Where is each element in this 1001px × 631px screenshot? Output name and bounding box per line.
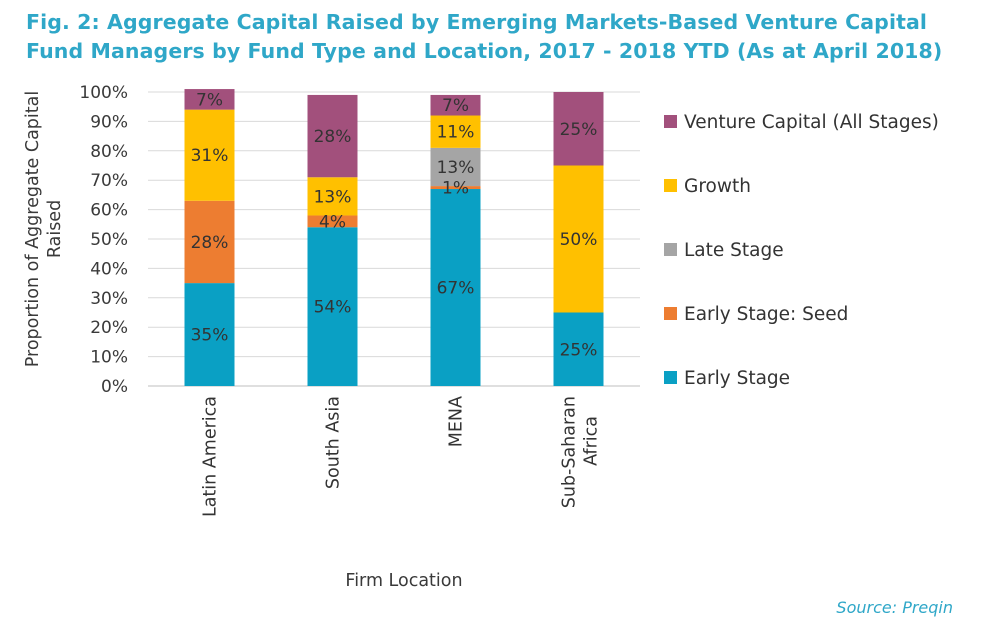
bar-segment (184, 283, 235, 386)
x-tick-label: Latin America (201, 396, 221, 517)
data-label: 25% (560, 340, 598, 360)
x-tick-label-text: South Asia (324, 396, 344, 489)
legend-item: Growth (664, 176, 751, 197)
legend-swatch (664, 115, 677, 128)
legend-item: Early Stage: Seed (664, 304, 848, 325)
bar-segment (184, 200, 235, 284)
bar-segment (430, 94, 481, 116)
data-label: 28% (314, 127, 352, 147)
y-tick-label: 50% (90, 230, 128, 250)
legend-item: Late Stage (664, 240, 784, 261)
x-tick-label-text: Latin America (201, 396, 221, 517)
bar-segment (553, 312, 604, 386)
data-label: 11% (437, 123, 475, 143)
x-axis-categories: Latin America South Asia MENA Sub-Saharan Af… (201, 396, 602, 517)
bar-segment (307, 215, 358, 228)
y-tick-label: 90% (90, 112, 128, 132)
legend-label: Early Stage (684, 368, 790, 389)
x-tick-label: MENA (447, 396, 467, 447)
y-axis-ticks: 0% 10% 20% 30% 40% 50% 60% 70% 80% 90% 100% (79, 83, 128, 397)
data-label: 7% (442, 96, 469, 116)
y-axis-title: Proportion of Aggregate Capital Raised (23, 91, 65, 367)
bar-segment (553, 165, 604, 313)
y-tick-label: 80% (90, 142, 128, 162)
legend-label: Venture Capital (All Stages) (684, 112, 939, 133)
y-tick-label: 40% (90, 259, 128, 279)
data-labels: 35%28%31%7%54%4%13%28%67%1%13%11%7%25%50… (191, 90, 598, 360)
source-note: Source: Preqin (836, 598, 953, 617)
data-label: 31% (191, 146, 229, 166)
legend-swatch (664, 179, 677, 192)
data-label: 25% (560, 120, 598, 140)
data-label: 54% (314, 298, 352, 318)
data-label: 50% (560, 230, 598, 250)
y-tick-label: 30% (90, 289, 128, 309)
legend-swatch (664, 371, 677, 384)
bar-segment (553, 92, 604, 166)
data-label: 13% (437, 158, 475, 178)
y-tick-label: 100% (79, 83, 128, 103)
bars (184, 89, 604, 386)
legend-label: Growth (684, 176, 751, 197)
bar-segment (430, 186, 481, 190)
legend: Venture Capital (All Stages) Growth Late S… (664, 112, 939, 389)
data-label: 4% (319, 212, 346, 232)
x-tick-label-text: MENA (447, 396, 467, 447)
legend-swatch (664, 243, 677, 256)
y-tick-label: 0% (101, 377, 128, 397)
data-label: 28% (191, 233, 229, 253)
bar-segment (184, 109, 235, 201)
chart-title: Fig. 2: Aggregate Capital Raised by Emer… (26, 10, 943, 63)
legend-item: Venture Capital (All Stages) (664, 112, 939, 133)
x-tick-label-text: Sub-Saharan Africa (560, 396, 602, 508)
x-tick-label: Sub-Saharan Africa (560, 396, 602, 508)
y-axis-title-text: Proportion of Aggregate Capital Raised (23, 91, 65, 367)
data-label: 35% (191, 326, 229, 346)
legend-label: Late Stage (684, 240, 784, 261)
legend-label: Early Stage: Seed (684, 304, 848, 325)
data-label: 67% (437, 279, 475, 299)
y-tick-label: 20% (90, 318, 128, 338)
bar-segment (430, 115, 481, 148)
y-tick-label: 10% (90, 348, 128, 368)
y-tick-label: 70% (90, 171, 128, 191)
bar-segment (307, 177, 358, 216)
data-label: 7% (196, 90, 223, 110)
data-label: 13% (314, 187, 352, 207)
data-label: 1% (442, 179, 469, 199)
legend-item: Early Stage (664, 368, 790, 389)
x-axis-title: Firm Location (345, 571, 462, 591)
bar-segment (307, 94, 358, 178)
bar-segment (430, 147, 481, 187)
bar-segment (184, 89, 235, 110)
y-tick-label: 60% (90, 201, 128, 221)
x-tick-label: South Asia (324, 396, 344, 489)
legend-swatch (664, 307, 677, 320)
bar-segment (307, 227, 358, 386)
bar-segment (430, 189, 481, 386)
